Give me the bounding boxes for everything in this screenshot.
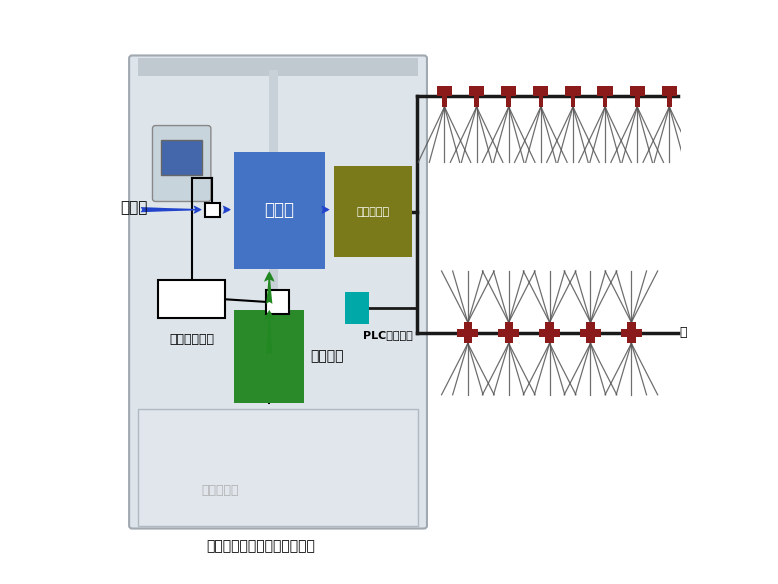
Bar xyxy=(205,203,219,217)
Bar xyxy=(437,86,452,96)
Text: 除臭原液: 除臭原液 xyxy=(310,349,344,363)
FancyBboxPatch shape xyxy=(152,126,211,201)
Bar xyxy=(598,86,612,96)
Bar xyxy=(506,96,511,107)
Bar xyxy=(161,140,202,175)
Bar xyxy=(587,322,594,343)
Bar xyxy=(138,58,419,76)
Bar xyxy=(662,86,677,96)
Bar xyxy=(345,292,369,324)
Bar xyxy=(539,329,560,337)
Bar xyxy=(334,166,412,257)
Bar xyxy=(566,86,580,96)
Bar xyxy=(234,310,304,403)
Bar xyxy=(442,96,447,107)
Bar xyxy=(635,96,640,107)
Text: 水高压系统: 水高压系统 xyxy=(356,207,390,217)
Bar xyxy=(538,96,543,107)
Bar xyxy=(627,322,636,343)
Bar xyxy=(464,322,472,343)
Text: PLC远程控制: PLC远程控制 xyxy=(363,330,412,340)
Bar xyxy=(269,70,278,397)
Bar xyxy=(533,86,548,96)
Text: 自动配比系统: 自动配比系统 xyxy=(170,333,215,346)
Bar xyxy=(234,152,324,269)
Bar xyxy=(629,86,645,96)
FancyBboxPatch shape xyxy=(129,55,427,529)
Bar xyxy=(469,86,484,96)
Bar xyxy=(504,322,513,343)
Text: 配比液: 配比液 xyxy=(265,201,295,219)
Bar xyxy=(138,409,419,526)
Bar xyxy=(457,329,478,337)
Bar xyxy=(501,86,517,96)
Bar xyxy=(545,322,554,343)
Text: 高压除臭器: 高压除臭器 xyxy=(201,484,238,497)
Bar xyxy=(266,290,289,314)
Bar xyxy=(580,329,601,337)
Text: 自来水: 自来水 xyxy=(121,200,148,215)
Bar xyxy=(570,96,575,107)
Bar xyxy=(621,329,642,337)
Bar xyxy=(667,96,671,107)
Bar xyxy=(158,280,226,318)
Text: 整个系统均集成在一个筱体内: 整个系统均集成在一个筱体内 xyxy=(206,539,315,553)
Bar xyxy=(498,329,519,337)
Bar xyxy=(475,96,479,107)
Bar xyxy=(603,96,608,107)
Text: 料: 料 xyxy=(680,326,687,339)
